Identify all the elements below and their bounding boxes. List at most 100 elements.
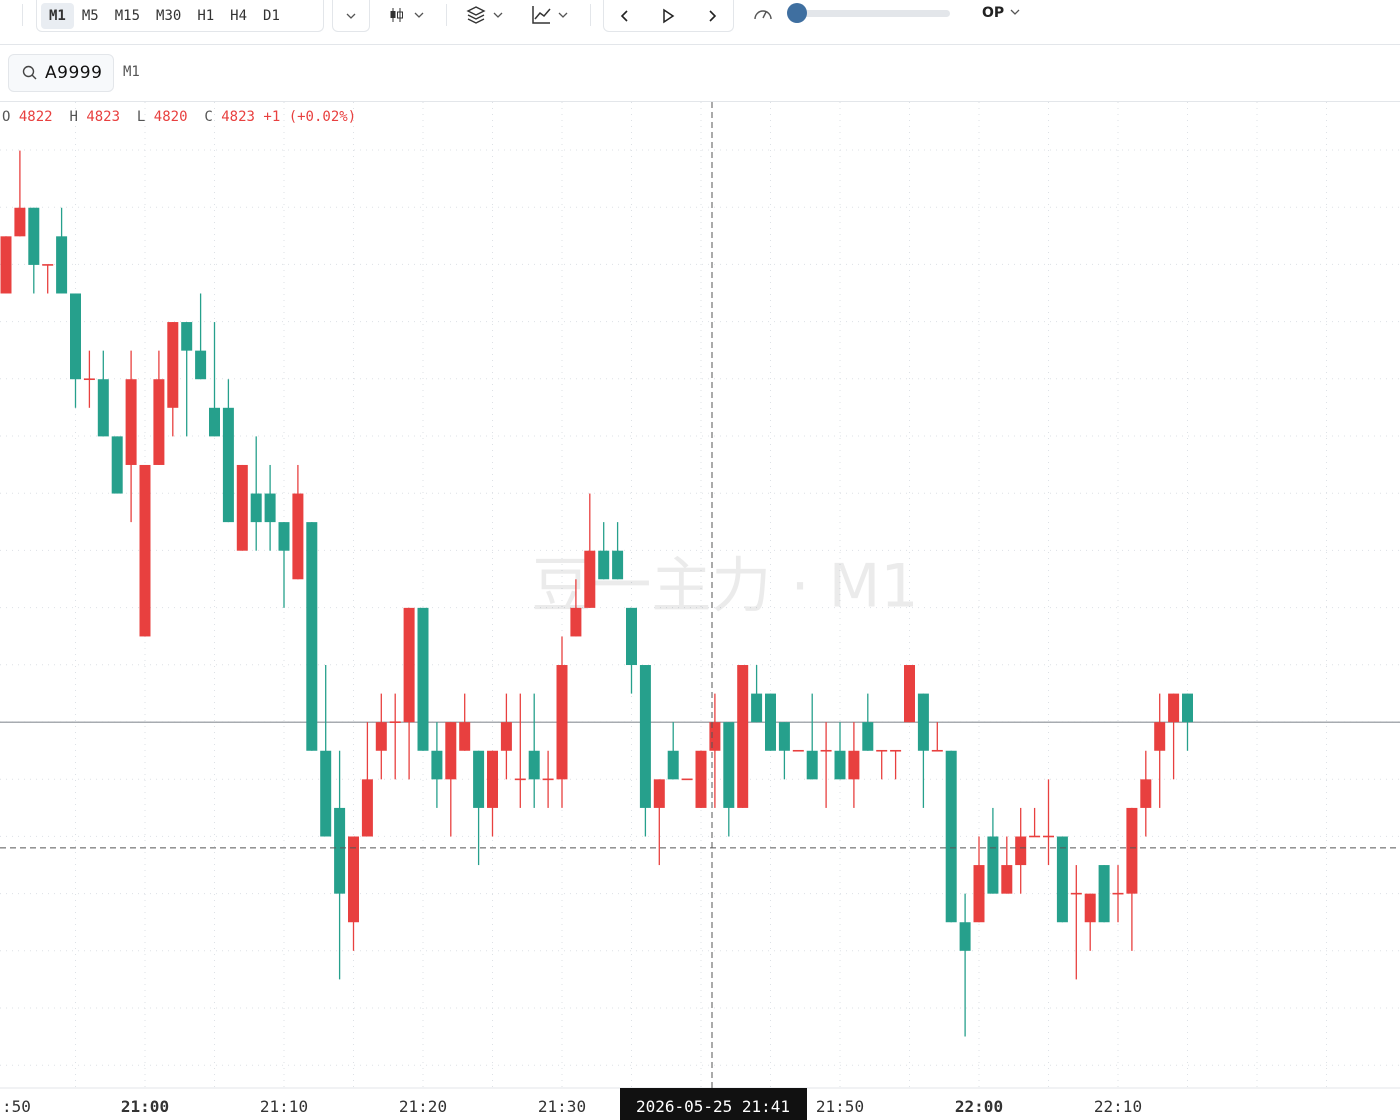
- legend-key: L: [136, 109, 146, 125]
- candle-body: [83, 378, 95, 381]
- period-label: M1: [123, 64, 140, 80]
- legend-key: C: [204, 109, 213, 125]
- toolbar: M1 M5 M15 M30 H1 H4 D1 OP: [0, 0, 1400, 45]
- candle-body: [1140, 779, 1152, 808]
- candle-body: [931, 749, 943, 752]
- legend-value: 4823: [221, 109, 255, 125]
- candle-body: [987, 836, 999, 894]
- legend-change-pct: (+0.02%): [288, 109, 357, 125]
- candle-body: [139, 464, 151, 637]
- candle-body: [737, 665, 749, 808]
- candle-body: [723, 722, 735, 808]
- watermark: 豆一主力 · M1: [531, 552, 918, 622]
- candle-body: [56, 236, 68, 294]
- chart-type-button[interactable]: [388, 4, 428, 26]
- candle-body: [1043, 835, 1054, 838]
- candle-body: [1154, 722, 1166, 751]
- candle-body: [0, 236, 12, 294]
- candle-body: [250, 493, 262, 523]
- candle-body: [153, 379, 165, 465]
- indicator-button[interactable]: [531, 4, 571, 26]
- timeframe-button[interactable]: M5: [81, 7, 99, 24]
- legend-value: 4822: [18, 109, 53, 125]
- candle-body: [862, 722, 874, 751]
- play-button[interactable]: [661, 8, 675, 24]
- timeframe-button[interactable]: M15: [114, 7, 141, 24]
- candle-body: [278, 522, 290, 551]
- candle-body: [612, 550, 624, 580]
- candle-body: [584, 550, 596, 608]
- symbol-search[interactable]: A9999: [8, 54, 114, 92]
- candle-body: [1015, 836, 1027, 866]
- candle-body: [222, 407, 234, 523]
- speed-icon: [754, 10, 772, 20]
- candle-body: [459, 722, 471, 751]
- legend-key: O: [2, 109, 11, 125]
- candle-body: [209, 407, 220, 437]
- crosshair-time-box: [620, 1088, 807, 1120]
- chevron-icon: [346, 13, 356, 19]
- candle-body: [500, 722, 512, 751]
- candle-body: [792, 749, 804, 752]
- mode-dropdown[interactable]: OP: [982, 5, 1021, 21]
- step-forward-button[interactable]: [706, 9, 718, 23]
- candle-body: [431, 750, 443, 780]
- symbol-bar: A9999 M1: [0, 45, 1400, 102]
- candle-body: [639, 665, 651, 808]
- candle-body: [1126, 807, 1138, 894]
- candle-body: [292, 493, 304, 580]
- candle-body: [1112, 892, 1124, 895]
- ohlc-legend: O 4822 H 4823 L 4820 C 4823 +1 (+0.02%): [2, 109, 356, 125]
- legend-key: H: [69, 109, 78, 125]
- timeframe-button[interactable]: M30: [156, 7, 182, 24]
- candle-body: [653, 779, 665, 808]
- candle-body: [375, 722, 387, 751]
- candle-body: [598, 550, 610, 580]
- candle-body: [42, 264, 54, 266]
- candle-body: [334, 807, 346, 894]
- step-back-button[interactable]: [619, 9, 631, 23]
- candle-body: [181, 322, 193, 351]
- timeframe-button[interactable]: H4: [230, 7, 248, 24]
- candle-body: [667, 750, 679, 780]
- candle-body: [111, 436, 123, 494]
- candle-body: [973, 865, 985, 923]
- candle-body: [125, 379, 137, 465]
- candle-body: [1070, 892, 1082, 895]
- slider-knob[interactable]: [787, 3, 807, 23]
- candle-body: [876, 749, 888, 752]
- timeframe-button[interactable]: H1: [197, 7, 215, 24]
- speed-slider[interactable]: [790, 10, 950, 17]
- timeframe-button[interactable]: D1: [263, 7, 280, 24]
- legend-change: +1: [263, 109, 281, 125]
- candle-body: [681, 778, 693, 781]
- candle-body: [389, 721, 401, 723]
- x-tick-label: 21:00: [121, 1097, 169, 1116]
- timeframe-group: M1 M5 M15 M30 H1 H4 D1: [36, 0, 324, 32]
- candle-body: [570, 607, 582, 637]
- candle-body: [959, 922, 971, 951]
- candle-body: [28, 207, 40, 265]
- candle-body: [945, 750, 957, 923]
- symbol-name: A9999: [45, 63, 103, 83]
- candle-body: [917, 693, 929, 751]
- crosshair-time-label: 2026-05-25 21:41: [636, 1097, 790, 1116]
- more-dropdown[interactable]: [332, 0, 370, 32]
- divider: [590, 4, 591, 26]
- candle-body: [751, 693, 763, 723]
- legend-value: 4823: [86, 109, 121, 125]
- timeframe-button[interactable]: M1: [41, 2, 74, 29]
- candle-body: [848, 750, 860, 780]
- candle-body: [1084, 893, 1096, 923]
- candle-body: [348, 836, 359, 923]
- candle-body: [1098, 865, 1110, 923]
- candle-body: [167, 322, 179, 408]
- candle-body: [97, 379, 109, 437]
- candle-body: [14, 207, 26, 237]
- search-icon: [22, 65, 37, 80]
- layers-button[interactable]: [466, 4, 506, 26]
- candle-body: [403, 607, 415, 723]
- candle-body: [264, 493, 276, 523]
